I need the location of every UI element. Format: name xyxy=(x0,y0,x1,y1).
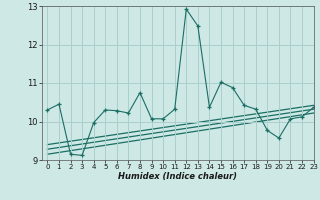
X-axis label: Humidex (Indice chaleur): Humidex (Indice chaleur) xyxy=(118,172,237,181)
